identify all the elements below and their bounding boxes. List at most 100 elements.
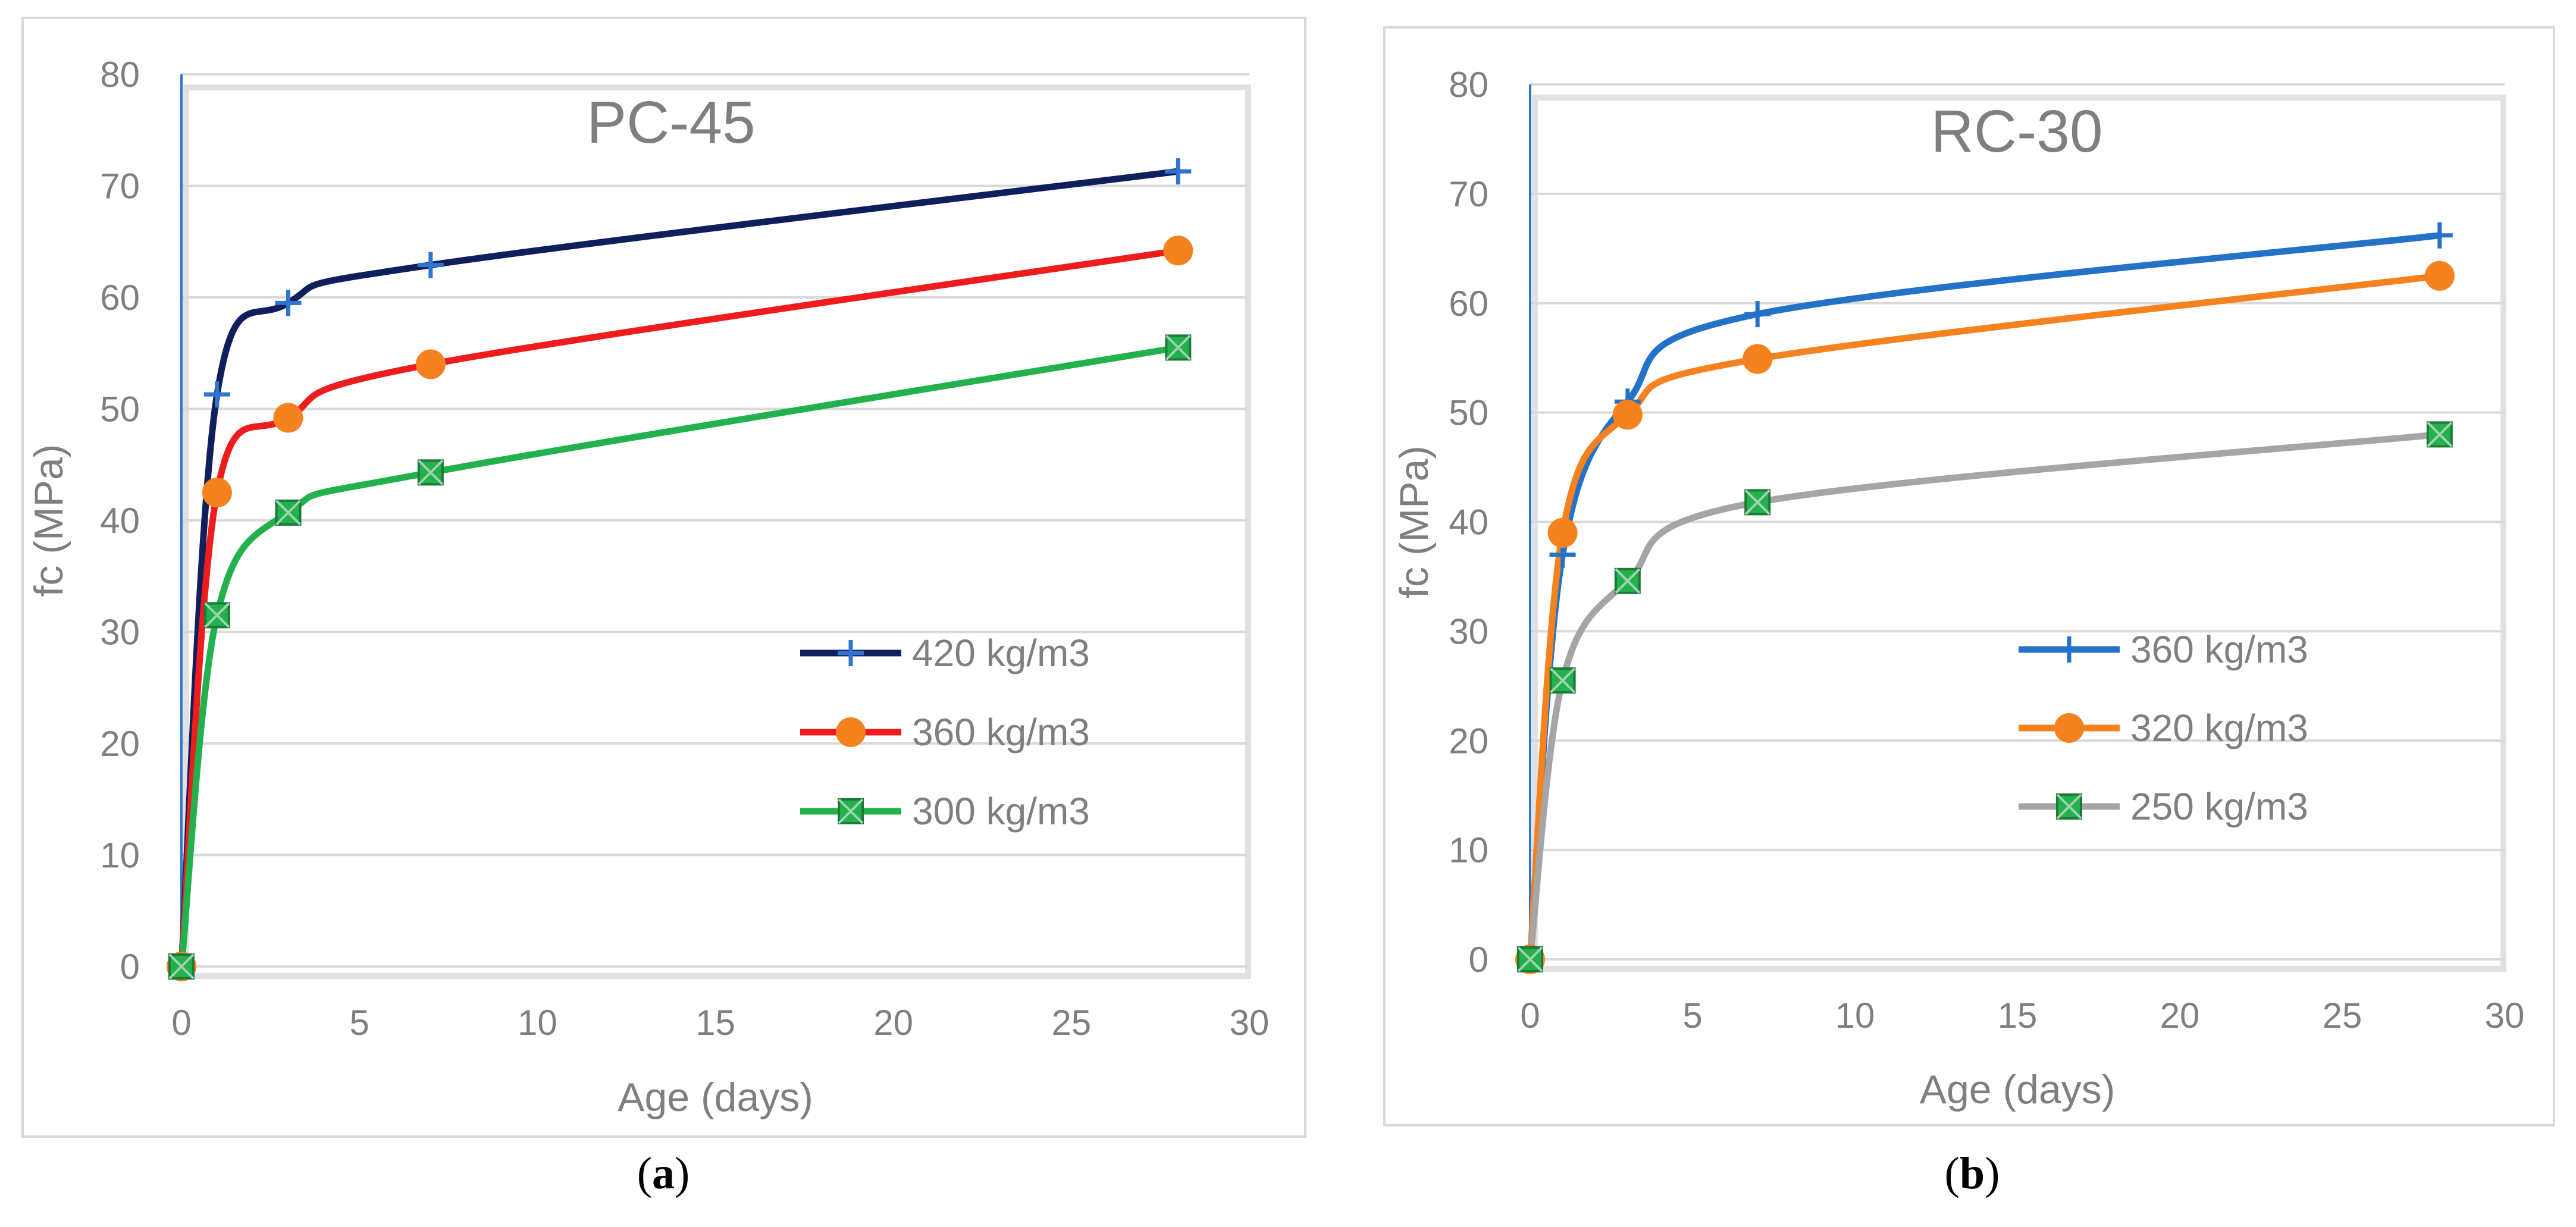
chart-b-ytick-label: 30	[1449, 611, 1488, 651]
chart-b-legend-marker	[2054, 713, 2084, 743]
chart-b-xtick-label: 10	[1835, 996, 1875, 1035]
chart-b-data-point	[2424, 261, 2455, 291]
chart-a-data-point-cross	[1165, 334, 1191, 360]
chart-a-plot-shadow	[183, 84, 1251, 979]
chart-b-xtick-label: 20	[2160, 996, 2200, 1035]
chart-a-xtick-label: 30	[1230, 1003, 1270, 1043]
chart-b-data-point-cross	[2427, 421, 2453, 447]
chart-a-xtick-label: 5	[349, 1003, 369, 1043]
chart-a-ytick-label: 40	[100, 501, 140, 541]
chart-b-series-line	[1527, 272, 2443, 963]
chart-a-data-point	[1165, 334, 1192, 361]
chart-b-data-point	[2426, 421, 2453, 448]
chart-b-data-point-cross	[1550, 667, 1576, 693]
chart-b-ytick-label: 60	[1449, 284, 1488, 324]
chart-a-xtick-label: 20	[873, 1003, 913, 1043]
chart-b-data-point	[1612, 400, 1643, 430]
chart-a-data-point-cross	[418, 459, 444, 485]
chart-b-ytick-label: 10	[1449, 830, 1488, 870]
chart-b-ytick-label: 80	[1449, 65, 1488, 105]
chart-b-series-line	[1527, 431, 2443, 963]
chart-a-x-axis-title: Age (days)	[618, 1075, 813, 1120]
chart-a-ytick-label: 30	[100, 613, 140, 652]
chart-a-data-point	[1163, 236, 1193, 266]
panel-label-a-open: (	[637, 1148, 652, 1198]
chart-b-title: RC-30	[1931, 98, 2103, 165]
chart-b-data-point-cross	[1615, 568, 1641, 594]
panel-label-a-close: )	[675, 1148, 690, 1198]
chart-a-data-point	[417, 459, 444, 486]
chart-a-y-axis-title: fc (MPa)	[26, 444, 71, 597]
chart-a-series-line	[178, 344, 1182, 970]
chart-b-plot-shadow	[1532, 95, 2506, 972]
panel-label-a: (a)	[574, 1148, 753, 1200]
chart-a-data-point	[417, 252, 444, 278]
chart-b-data-point	[1517, 946, 1543, 972]
chart-panel-b-frame	[1383, 26, 2555, 1126]
chart-b-xtick-label: 5	[1682, 996, 1702, 1035]
chart-a-legend-label: 420 kg/m3	[912, 632, 1090, 674]
chart-b-legend-label: 320 kg/m3	[2130, 707, 2308, 749]
chart-a-data-point	[275, 290, 302, 316]
chart-a-legend-label: 360 kg/m3	[912, 711, 1090, 754]
chart-a-xtick-label: 15	[695, 1003, 735, 1043]
chart-a-ytick-label: 0	[120, 947, 140, 987]
chart-a-legend-marker	[836, 717, 866, 747]
chart-b-data-point	[1614, 567, 1641, 594]
chart-a-data-point	[415, 349, 446, 379]
chart-a-data-point	[203, 381, 230, 408]
chart-a-ytick-label: 70	[100, 167, 140, 206]
chart-a-xtick-label: 10	[518, 1003, 557, 1043]
panel-label-a-letter: a	[652, 1148, 675, 1198]
chart-panel-a-frame	[21, 17, 1306, 1138]
chart-b-x-axis-title: Age (days)	[1920, 1067, 2116, 1112]
chart-b-ytick-label: 50	[1449, 393, 1488, 433]
chart-a-data-point	[275, 499, 302, 526]
chart-a-series-line	[178, 247, 1182, 970]
chart-b-xtick-label: 25	[2323, 996, 2362, 1035]
chart-b-ytick-label: 40	[1449, 503, 1488, 542]
chart-a-data-point	[203, 602, 230, 629]
chart-a-data-point-cross	[168, 953, 195, 980]
chart-b-xtick-label: 15	[1998, 996, 2038, 1035]
chart-b-legend-label: 360 kg/m3	[2130, 628, 2308, 671]
chart-a-ytick-label: 50	[100, 390, 140, 429]
panel-label-b-close: )	[1985, 1148, 2000, 1198]
chart-b-legend-marker-cross	[2056, 793, 2082, 820]
chart-a-ytick-label: 60	[100, 278, 140, 318]
chart-a-data-point-cross	[275, 500, 301, 526]
chart-b-data-point	[1744, 489, 1771, 516]
chart-a-xtick-label: 25	[1051, 1003, 1091, 1043]
chart-b-ytick-label: 70	[1449, 174, 1488, 214]
chart-b: 0 10 20 30 40 50 60 70 80 0 5 10 15 20 25 30 RC-30 Age (d…	[1392, 65, 2524, 1112]
panel-label-b-letter: b	[1959, 1148, 1985, 1198]
chart-b-data-point	[1547, 517, 1578, 548]
chart-a-ytick-label: 20	[100, 724, 140, 764]
chart-a-data-point	[1165, 158, 1192, 185]
chart-a: 0 10 20 30 40 50 60 70 80 0 5 10 15 20 25 30 PC-45 Age (d…	[26, 55, 1269, 1120]
chart-a-data-point	[202, 478, 232, 508]
chart-b-data-point	[1744, 301, 1771, 328]
chart-b-data-point	[1549, 667, 1576, 694]
chart-a-title: PC-45	[587, 89, 755, 156]
chart-b-ytick-label: 20	[1449, 721, 1488, 761]
chart-a-legend-marker	[838, 640, 864, 666]
chart-b-legend-label: 250 kg/m3	[2130, 785, 2308, 828]
chart-a-ytick-label: 10	[100, 836, 140, 875]
panel-label-b-open: (	[1944, 1148, 1960, 1198]
chart-b-xtick-label: 30	[2485, 996, 2525, 1035]
chart-a-legend-label: 300 kg/m3	[912, 790, 1090, 833]
chart-a-series-line	[178, 168, 1182, 970]
chart-a-data-point-cross	[204, 602, 230, 628]
chart-b-legend-marker	[2056, 636, 2082, 663]
chart-a-data-point	[273, 403, 303, 433]
chart-b-data-point	[1743, 344, 1773, 374]
chart-a-legend-marker-cross	[838, 798, 864, 824]
chart-a-legend-marker	[838, 798, 864, 824]
chart-a-ytick-label: 80	[100, 55, 140, 95]
chart-b-data-point-cross	[1744, 489, 1770, 515]
chart-b-data-point	[2426, 222, 2453, 249]
chart-b-legend-marker	[2056, 793, 2082, 820]
chart-b-ytick-label: 0	[1469, 940, 1488, 980]
chart-a-xtick-label: 0	[171, 1003, 191, 1043]
